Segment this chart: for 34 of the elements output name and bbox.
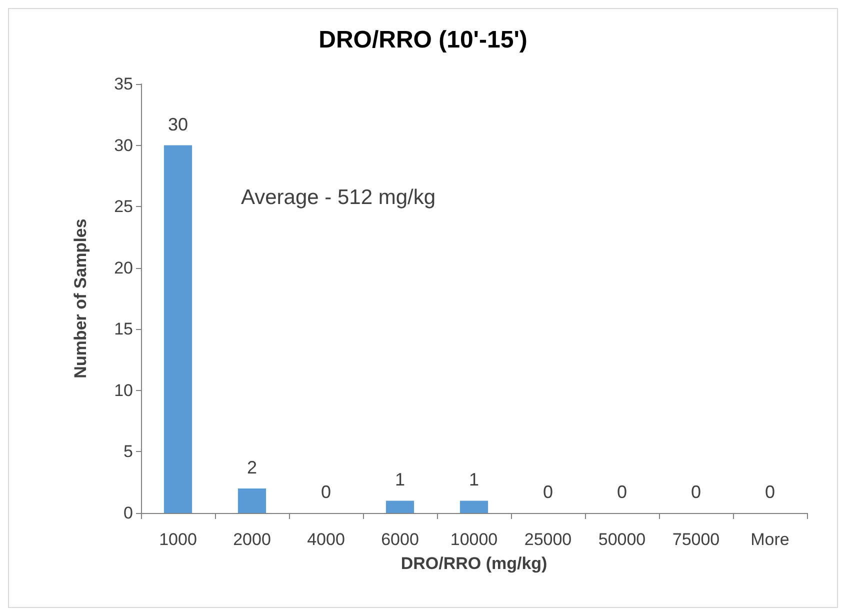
y-tick-label: 25 xyxy=(114,197,133,216)
bar xyxy=(386,500,414,513)
x-tick-label: 1000 xyxy=(159,530,197,549)
data-label: 1 xyxy=(394,470,406,490)
data-label: 0 xyxy=(320,482,332,502)
x-tick-label: 6000 xyxy=(381,530,419,549)
bar xyxy=(238,488,266,513)
x-axis-title: DRO/RRO (mg/kg) xyxy=(400,554,548,573)
data-label: 2 xyxy=(246,457,258,478)
data-label: 1 xyxy=(468,470,480,490)
x-tick-label: 2000 xyxy=(233,530,271,549)
x-tick-label: 4000 xyxy=(307,530,345,549)
data-label: 0 xyxy=(616,482,628,502)
bar xyxy=(460,500,488,513)
y-tick-label: 5 xyxy=(124,442,133,462)
data-label: 0 xyxy=(542,482,554,502)
y-tick-label: 20 xyxy=(114,258,133,278)
x-tick-label: 10000 xyxy=(450,530,498,549)
annotation: Average - 512 mg/kg xyxy=(241,186,436,209)
y-axis-title: Number of Samples xyxy=(71,218,90,378)
y-tick-label: 0 xyxy=(124,504,133,522)
bar xyxy=(164,145,192,513)
data-label: 30 xyxy=(168,114,188,134)
y-tick-label: 35 xyxy=(114,74,133,94)
data-label: 0 xyxy=(764,482,776,502)
x-tick-label: 50000 xyxy=(598,530,646,549)
x-tick-label: More xyxy=(750,530,790,549)
y-tick-label: 10 xyxy=(114,380,133,400)
y-tick-label: 30 xyxy=(114,136,133,155)
x-tick-label: 75000 xyxy=(672,530,720,549)
data-label: 0 xyxy=(690,482,702,502)
y-tick-label: 15 xyxy=(114,320,133,339)
chart-title: DRO/RRO (10'-15') xyxy=(318,26,528,54)
x-tick-label: 25000 xyxy=(524,530,572,549)
